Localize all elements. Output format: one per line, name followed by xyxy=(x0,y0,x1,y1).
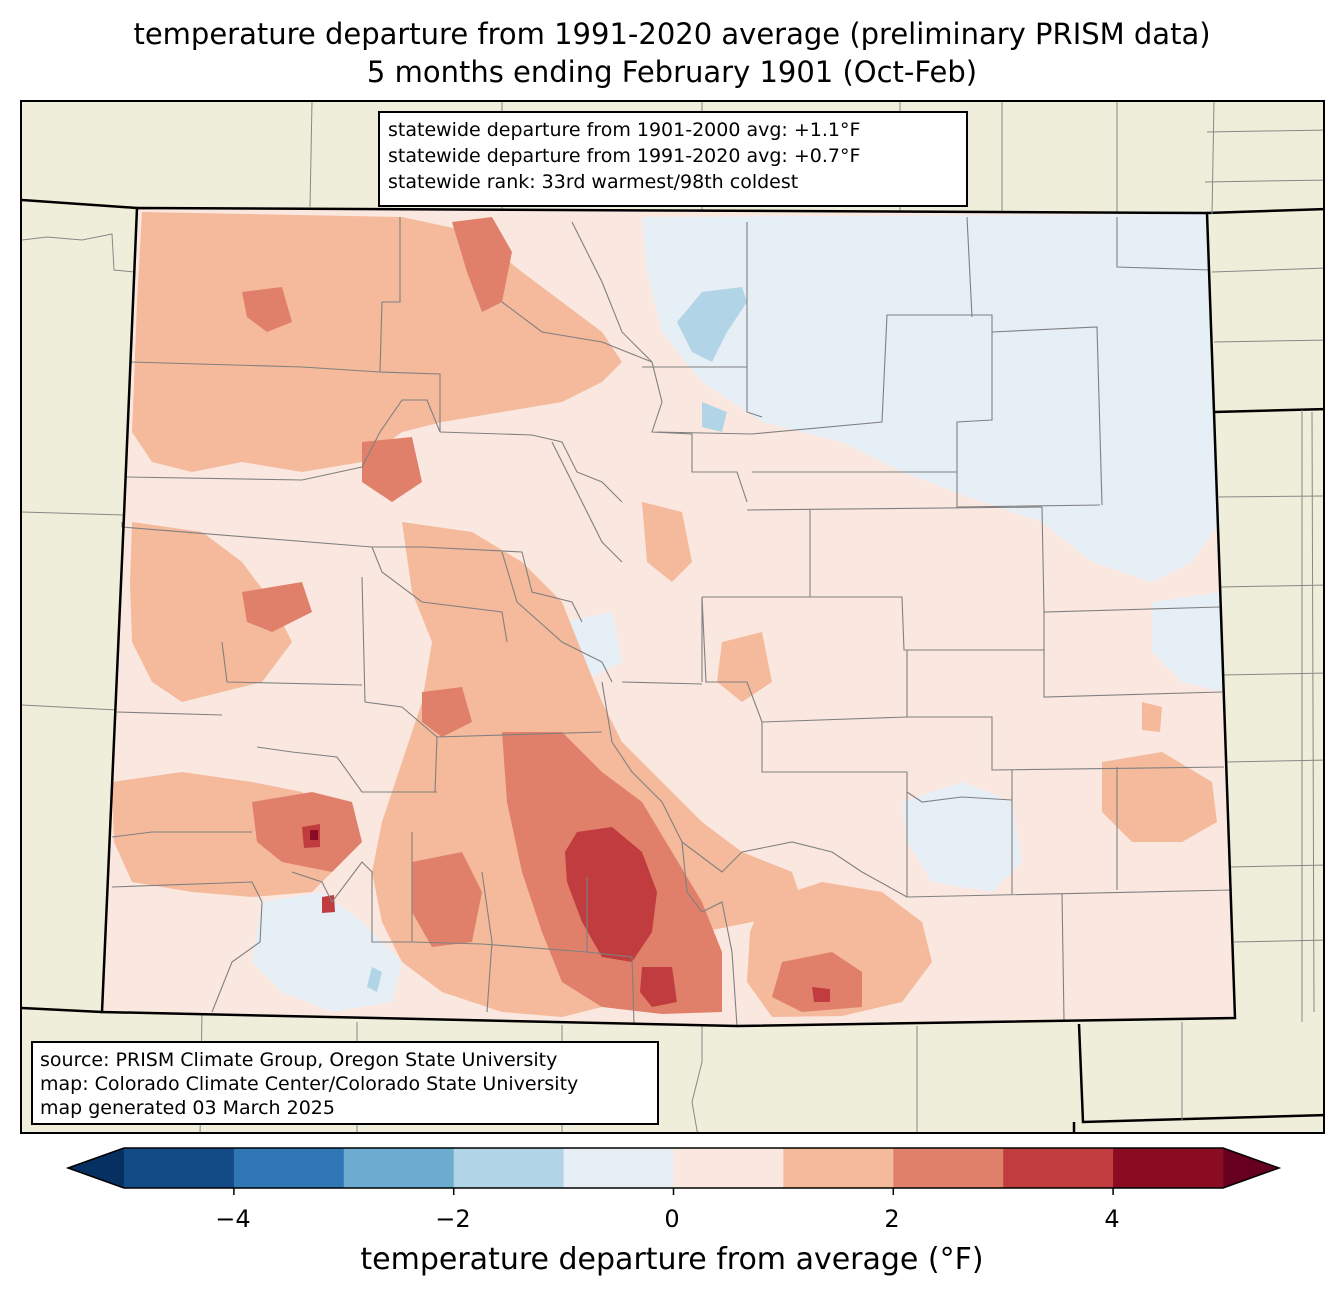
colorado-border xyxy=(100,206,1237,1028)
map-title: temperature departure from 1991-2020 ave… xyxy=(133,17,1211,51)
statewide-stats-box: statewide departure from 1901-2000 avg: … xyxy=(378,111,968,207)
map-subtitle: 5 months ending February 1901 (Oct-Feb) xyxy=(366,55,978,89)
map-credit-line: map: Colorado Climate Center/Colorado St… xyxy=(40,1073,579,1095)
colorbar-tick-label: 0 xyxy=(664,1205,680,1233)
colorbar-bin xyxy=(673,1148,784,1188)
stats-rank: statewide rank: 33rd warmest/98th coldes… xyxy=(388,171,799,193)
colorbar-bin xyxy=(783,1148,894,1188)
colorbar-tick-label: −4 xyxy=(215,1205,251,1233)
anomaly-blue xyxy=(367,287,747,992)
map-frame xyxy=(20,100,1325,1134)
colorbar-outline xyxy=(65,1147,1282,1189)
neighbor-state-borders xyxy=(22,198,1323,1132)
colorbar-tick-label: 4 xyxy=(1104,1205,1120,1233)
colorado-map xyxy=(22,102,1323,1132)
colorbar-bin xyxy=(893,1148,1004,1188)
anomaly-light-blue xyxy=(252,214,1224,1012)
stats-departure-1991-2020: statewide departure from 1991-2020 avg: … xyxy=(388,145,861,167)
colorbar-bin xyxy=(453,1148,565,1188)
colorbar xyxy=(65,1147,1282,1195)
source-box: source: PRISM Climate Group, Oregon Stat… xyxy=(31,1041,659,1125)
generated-date-line: map generated 03 March 2025 xyxy=(40,1097,335,1119)
colorbar-bin xyxy=(233,1148,345,1188)
source-line: source: PRISM Climate Group, Oregon Stat… xyxy=(40,1049,558,1071)
colorbar-bin xyxy=(1003,1148,1114,1188)
colorbar-label: temperature departure from average (°F) xyxy=(360,1242,984,1277)
colorbar-bin xyxy=(343,1148,455,1188)
colorbar-tick-label: 2 xyxy=(884,1205,900,1233)
stats-departure-1901-2000: statewide departure from 1901-2000 avg: … xyxy=(388,119,861,141)
anomaly-red xyxy=(302,824,830,1007)
colorbar-under-arrow xyxy=(68,1148,124,1188)
colorbar-bin xyxy=(124,1148,235,1188)
colorbar-tick-label: −2 xyxy=(435,1205,471,1233)
colorado-county-lines xyxy=(111,216,1233,1027)
colorbar-over-arrow xyxy=(1223,1148,1279,1188)
colorbar-bin xyxy=(563,1148,674,1188)
anomaly-dark-red xyxy=(310,830,318,840)
colorbar-bin xyxy=(1113,1148,1224,1188)
